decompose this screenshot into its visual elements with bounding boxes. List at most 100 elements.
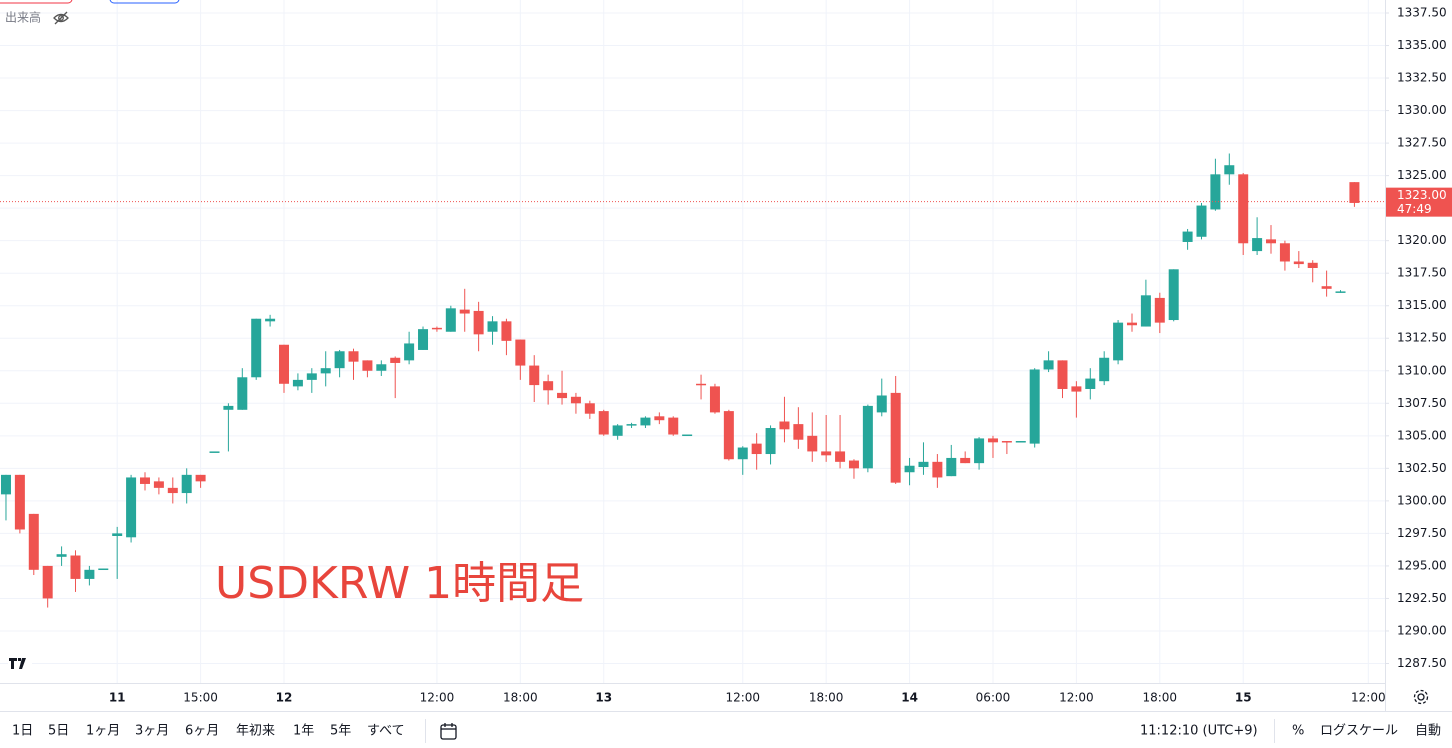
candle-body [1196, 205, 1207, 237]
candle-body [640, 417, 651, 426]
eye-icon[interactable] [53, 11, 69, 25]
candle-body [1126, 322, 1137, 326]
tv-logo [8, 655, 32, 671]
x-tick-label: 12:00 [725, 691, 760, 705]
candle-body [876, 395, 887, 413]
candle-body [751, 443, 762, 455]
candle-body [195, 474, 206, 482]
candle-body [348, 351, 359, 362]
candle-body [404, 343, 415, 361]
x-tick-label: 13 [595, 691, 612, 705]
range-button[interactable]: 年初来 [236, 724, 275, 739]
y-tick-label: 1325.00 [1397, 168, 1447, 182]
candle-body [974, 438, 985, 464]
candle-body [918, 461, 929, 468]
candle-body [890, 392, 901, 483]
candle-body [904, 465, 915, 473]
candle-body [807, 435, 818, 452]
auto-toggle[interactable]: 自動 [1415, 724, 1441, 739]
candle-body [1001, 441, 1012, 443]
candle-body [1071, 386, 1082, 392]
candle-body [862, 405, 873, 469]
candle-body [501, 321, 512, 341]
candle-body [1029, 369, 1040, 444]
candle-body [1335, 291, 1346, 293]
candle-body [932, 461, 943, 478]
candle-body [1293, 261, 1304, 265]
range-button[interactable]: 1年 [293, 724, 314, 739]
candle-body [1321, 286, 1332, 289]
candle-body [459, 309, 470, 314]
candle-body [376, 364, 387, 371]
range-button[interactable]: すべて [367, 724, 405, 739]
candle-body [139, 477, 150, 484]
candle-body [1085, 378, 1096, 389]
range-button[interactable]: 1ヶ月 [86, 724, 120, 739]
candle-body [473, 310, 484, 335]
candle-body [737, 447, 748, 460]
candle-body [1154, 297, 1165, 323]
candle-body [431, 327, 442, 330]
calendar-icon[interactable] [440, 723, 457, 740]
y-tick-label: 1332.50 [1397, 71, 1447, 85]
candle-body [570, 396, 581, 404]
candle-body [584, 403, 595, 414]
candle-body [334, 351, 345, 369]
candle-body [987, 438, 998, 443]
candle-body [1099, 357, 1110, 382]
volume-label: 出来高 [5, 10, 41, 25]
candle-body [1182, 231, 1193, 242]
candle-body [1307, 262, 1318, 268]
candle-body [515, 339, 526, 366]
y-tick-label: 1317.50 [1397, 266, 1447, 280]
x-tick-label: 12:00 [1351, 691, 1386, 705]
toolbar: 1日 5日 1ヶ月 3ヶ月 6ヶ月 年初来 1年 5年 すべて [12, 724, 405, 739]
top-button[interactable] [109, 0, 180, 4]
candle-body [1113, 322, 1124, 361]
candle-body [960, 457, 971, 464]
range-button[interactable]: 5日 [48, 724, 69, 739]
y-tick-label: 1300.00 [1397, 493, 1447, 507]
settings-icon[interactable] [1413, 689, 1429, 705]
x-tick-label: 15 [1235, 691, 1252, 705]
top-button[interactable] [0, 0, 73, 4]
candle-body [362, 360, 373, 371]
x-tick-label: 12 [276, 691, 293, 705]
candles [0, 153, 1360, 608]
range-button[interactable]: 6ヶ月 [185, 724, 219, 739]
range-button[interactable]: 1日 [12, 724, 33, 739]
candle-body [28, 513, 39, 570]
candle-body [1266, 239, 1277, 244]
candle-body [1224, 165, 1235, 175]
y-tick-label: 1290.00 [1397, 623, 1447, 637]
candle-body [848, 460, 859, 469]
y-tick-label: 1297.50 [1397, 526, 1447, 540]
y-tick-label: 1295.00 [1397, 558, 1447, 572]
x-tick-label: 18:00 [503, 691, 538, 705]
candle-body [445, 308, 456, 332]
candle-body [390, 357, 401, 363]
log-toggle[interactable]: ログスケール [1320, 724, 1398, 739]
candle-body [779, 421, 790, 430]
candle-body [793, 424, 804, 440]
range-button[interactable]: 5年 [330, 724, 351, 739]
candle-body [98, 568, 109, 571]
range-button[interactable]: 3ヶ月 [135, 724, 169, 739]
candle-body [70, 555, 81, 579]
candle-body [1015, 441, 1026, 443]
y-tick-label: 1292.50 [1397, 591, 1447, 605]
candle-body [42, 565, 53, 599]
candle-body [557, 392, 568, 399]
candle-body [320, 368, 331, 374]
candle-body [1057, 360, 1068, 389]
candle-body [418, 329, 429, 350]
candle-body [654, 416, 665, 421]
candle-body [209, 451, 220, 453]
candle-body [14, 474, 25, 530]
countdown: 47:49 [1397, 202, 1432, 216]
y-tick-label: 1307.50 [1397, 396, 1447, 410]
candle-body [765, 428, 776, 455]
y-tick-label: 1310.00 [1397, 363, 1447, 377]
percent-toggle[interactable]: % [1292, 724, 1304, 739]
